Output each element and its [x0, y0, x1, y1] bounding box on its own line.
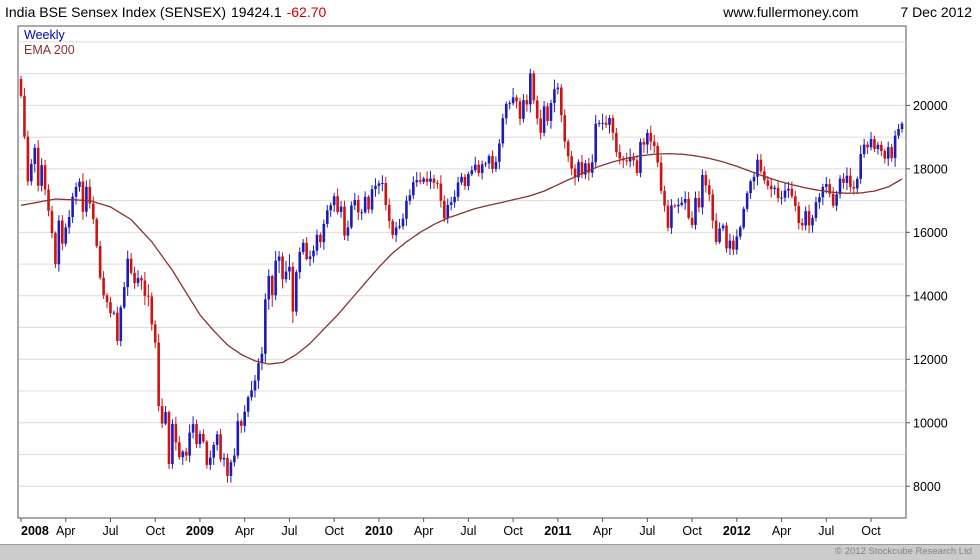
status-bar: © 2012 Stockcube Research Ltd — [0, 544, 980, 560]
svg-text:2008: 2008 — [21, 524, 49, 538]
website-label: www.fullermoney.com — [723, 4, 859, 20]
svg-text:Apr: Apr — [56, 524, 75, 538]
svg-text:Apr: Apr — [235, 524, 254, 538]
plot-border — [17, 25, 907, 519]
last-price: 19424.1 — [231, 4, 282, 20]
svg-text:Jul: Jul — [639, 524, 655, 538]
svg-text:2012: 2012 — [723, 524, 751, 538]
chart-header: India BSE Sensex Index (SENSEX) 19424.1 -6… — [0, 0, 980, 22]
svg-text:Jul: Jul — [281, 524, 297, 538]
chart-title: India BSE Sensex Index (SENSEX) — [5, 4, 226, 20]
svg-text:2010: 2010 — [365, 524, 393, 538]
svg-text:2011: 2011 — [544, 524, 571, 538]
source-info: www.fullermoney.com 7 Dec 2012 — [723, 4, 972, 20]
svg-text:Oct: Oct — [324, 524, 344, 538]
svg-text:Oct: Oct — [861, 524, 881, 538]
svg-text:20000: 20000 — [913, 99, 948, 113]
svg-text:Apr: Apr — [414, 524, 433, 538]
price-chart: 8000 10000 12000 14000 16000 18000 20000 2008 Ap… — [17, 25, 948, 538]
date-label: 7 Dec 2012 — [900, 4, 972, 20]
svg-text:Apr: Apr — [772, 524, 791, 538]
x-axis-labels: 2008 Apr Jul Oct 2009 Apr Jul Oct 2010 Apr Jul Oct 2… — [20, 518, 881, 538]
instrument-info: India BSE Sensex Index (SENSEX) 19424.1 -6… — [5, 4, 331, 20]
legend-ema-200: EMA 200 — [24, 43, 75, 57]
svg-text:18000: 18000 — [913, 162, 948, 176]
svg-text:12000: 12000 — [913, 353, 948, 367]
svg-text:16000: 16000 — [913, 226, 948, 240]
svg-text:Apr: Apr — [593, 524, 612, 538]
svg-text:14000: 14000 — [913, 289, 948, 303]
svg-text:Oct: Oct — [145, 524, 165, 538]
y-axis-labels: 8000 10000 12000 14000 16000 18000 20000 — [906, 99, 948, 494]
gridlines — [19, 41, 905, 487]
svg-text:Jul: Jul — [818, 524, 834, 538]
ema-line — [20, 152, 903, 365]
svg-text:Oct: Oct — [503, 524, 523, 538]
copyright-label: © 2012 Stockcube Research Ltd — [835, 546, 972, 557]
svg-text:10000: 10000 — [913, 416, 948, 430]
svg-text:Jul: Jul — [102, 524, 118, 538]
candlesticks — [19, 68, 904, 483]
svg-text:2009: 2009 — [186, 524, 214, 538]
price-change: -62.70 — [286, 4, 327, 20]
svg-text:Jul: Jul — [460, 524, 476, 538]
legend-weekly: Weekly — [24, 28, 65, 42]
svg-text:Oct: Oct — [682, 524, 702, 538]
svg-text:8000: 8000 — [913, 480, 941, 494]
